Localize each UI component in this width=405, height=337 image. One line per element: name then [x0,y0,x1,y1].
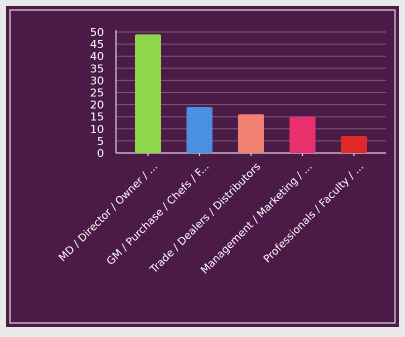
y-tick-label: 30 [90,74,104,87]
bar [186,107,213,153]
bar [135,34,161,153]
bars [135,34,367,153]
y-tick-label: 50 [90,26,104,39]
y-tick-label: 35 [90,62,104,75]
bar [238,114,264,153]
bar [289,116,316,153]
y-tick-label: 20 [90,99,104,112]
y-tick-label: 0 [97,147,104,160]
y-tick-label: 40 [90,50,104,63]
y-tick-label: 25 [90,87,104,100]
y-tick-label: 5 [97,135,104,148]
bar [341,136,367,153]
y-tick-label: 15 [90,111,104,124]
chart-panel [6,6,399,327]
y-tick-label: 45 [90,38,104,51]
chart-panel-border [9,9,396,324]
y-tick-label: 10 [90,123,104,136]
